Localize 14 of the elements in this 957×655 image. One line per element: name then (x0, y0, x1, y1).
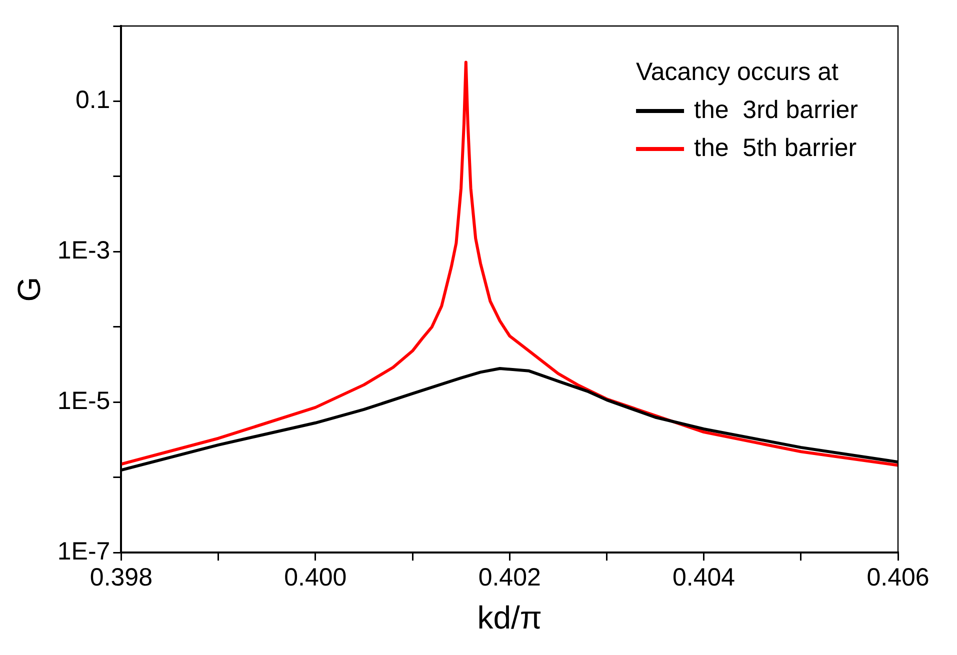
y-axis-title: G (11, 276, 48, 302)
x-tick-label: 0.406 (866, 563, 930, 592)
y-tick-label: 0.1 (75, 86, 110, 114)
y-tick-label: 1E-3 (57, 236, 110, 265)
legend-label: the 5th barrier (694, 134, 857, 162)
x-axis-title: kd/π (477, 600, 542, 636)
y-tick-label: 1E-7 (57, 537, 110, 566)
legend-label: the 3rd barrier (694, 96, 858, 124)
y-tick-label: 1E-5 (57, 387, 110, 416)
x-tick-label: 0.400 (284, 563, 347, 592)
x-tick-label: 0.398 (90, 563, 152, 592)
legend-title: Vacancy occurs at (636, 58, 838, 86)
x-tick-label: 0.402 (478, 563, 541, 592)
x-tick-label: 0.404 (672, 563, 736, 592)
